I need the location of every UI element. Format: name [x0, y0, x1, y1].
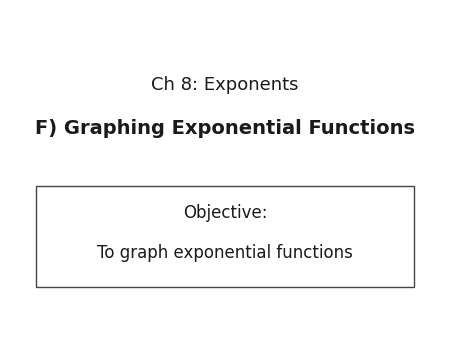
- FancyBboxPatch shape: [36, 186, 414, 287]
- Text: Objective:: Objective:: [183, 204, 267, 222]
- Text: F) Graphing Exponential Functions: F) Graphing Exponential Functions: [35, 119, 415, 138]
- Text: Ch 8: Exponents: Ch 8: Exponents: [151, 75, 299, 94]
- Text: To graph exponential functions: To graph exponential functions: [97, 244, 353, 263]
